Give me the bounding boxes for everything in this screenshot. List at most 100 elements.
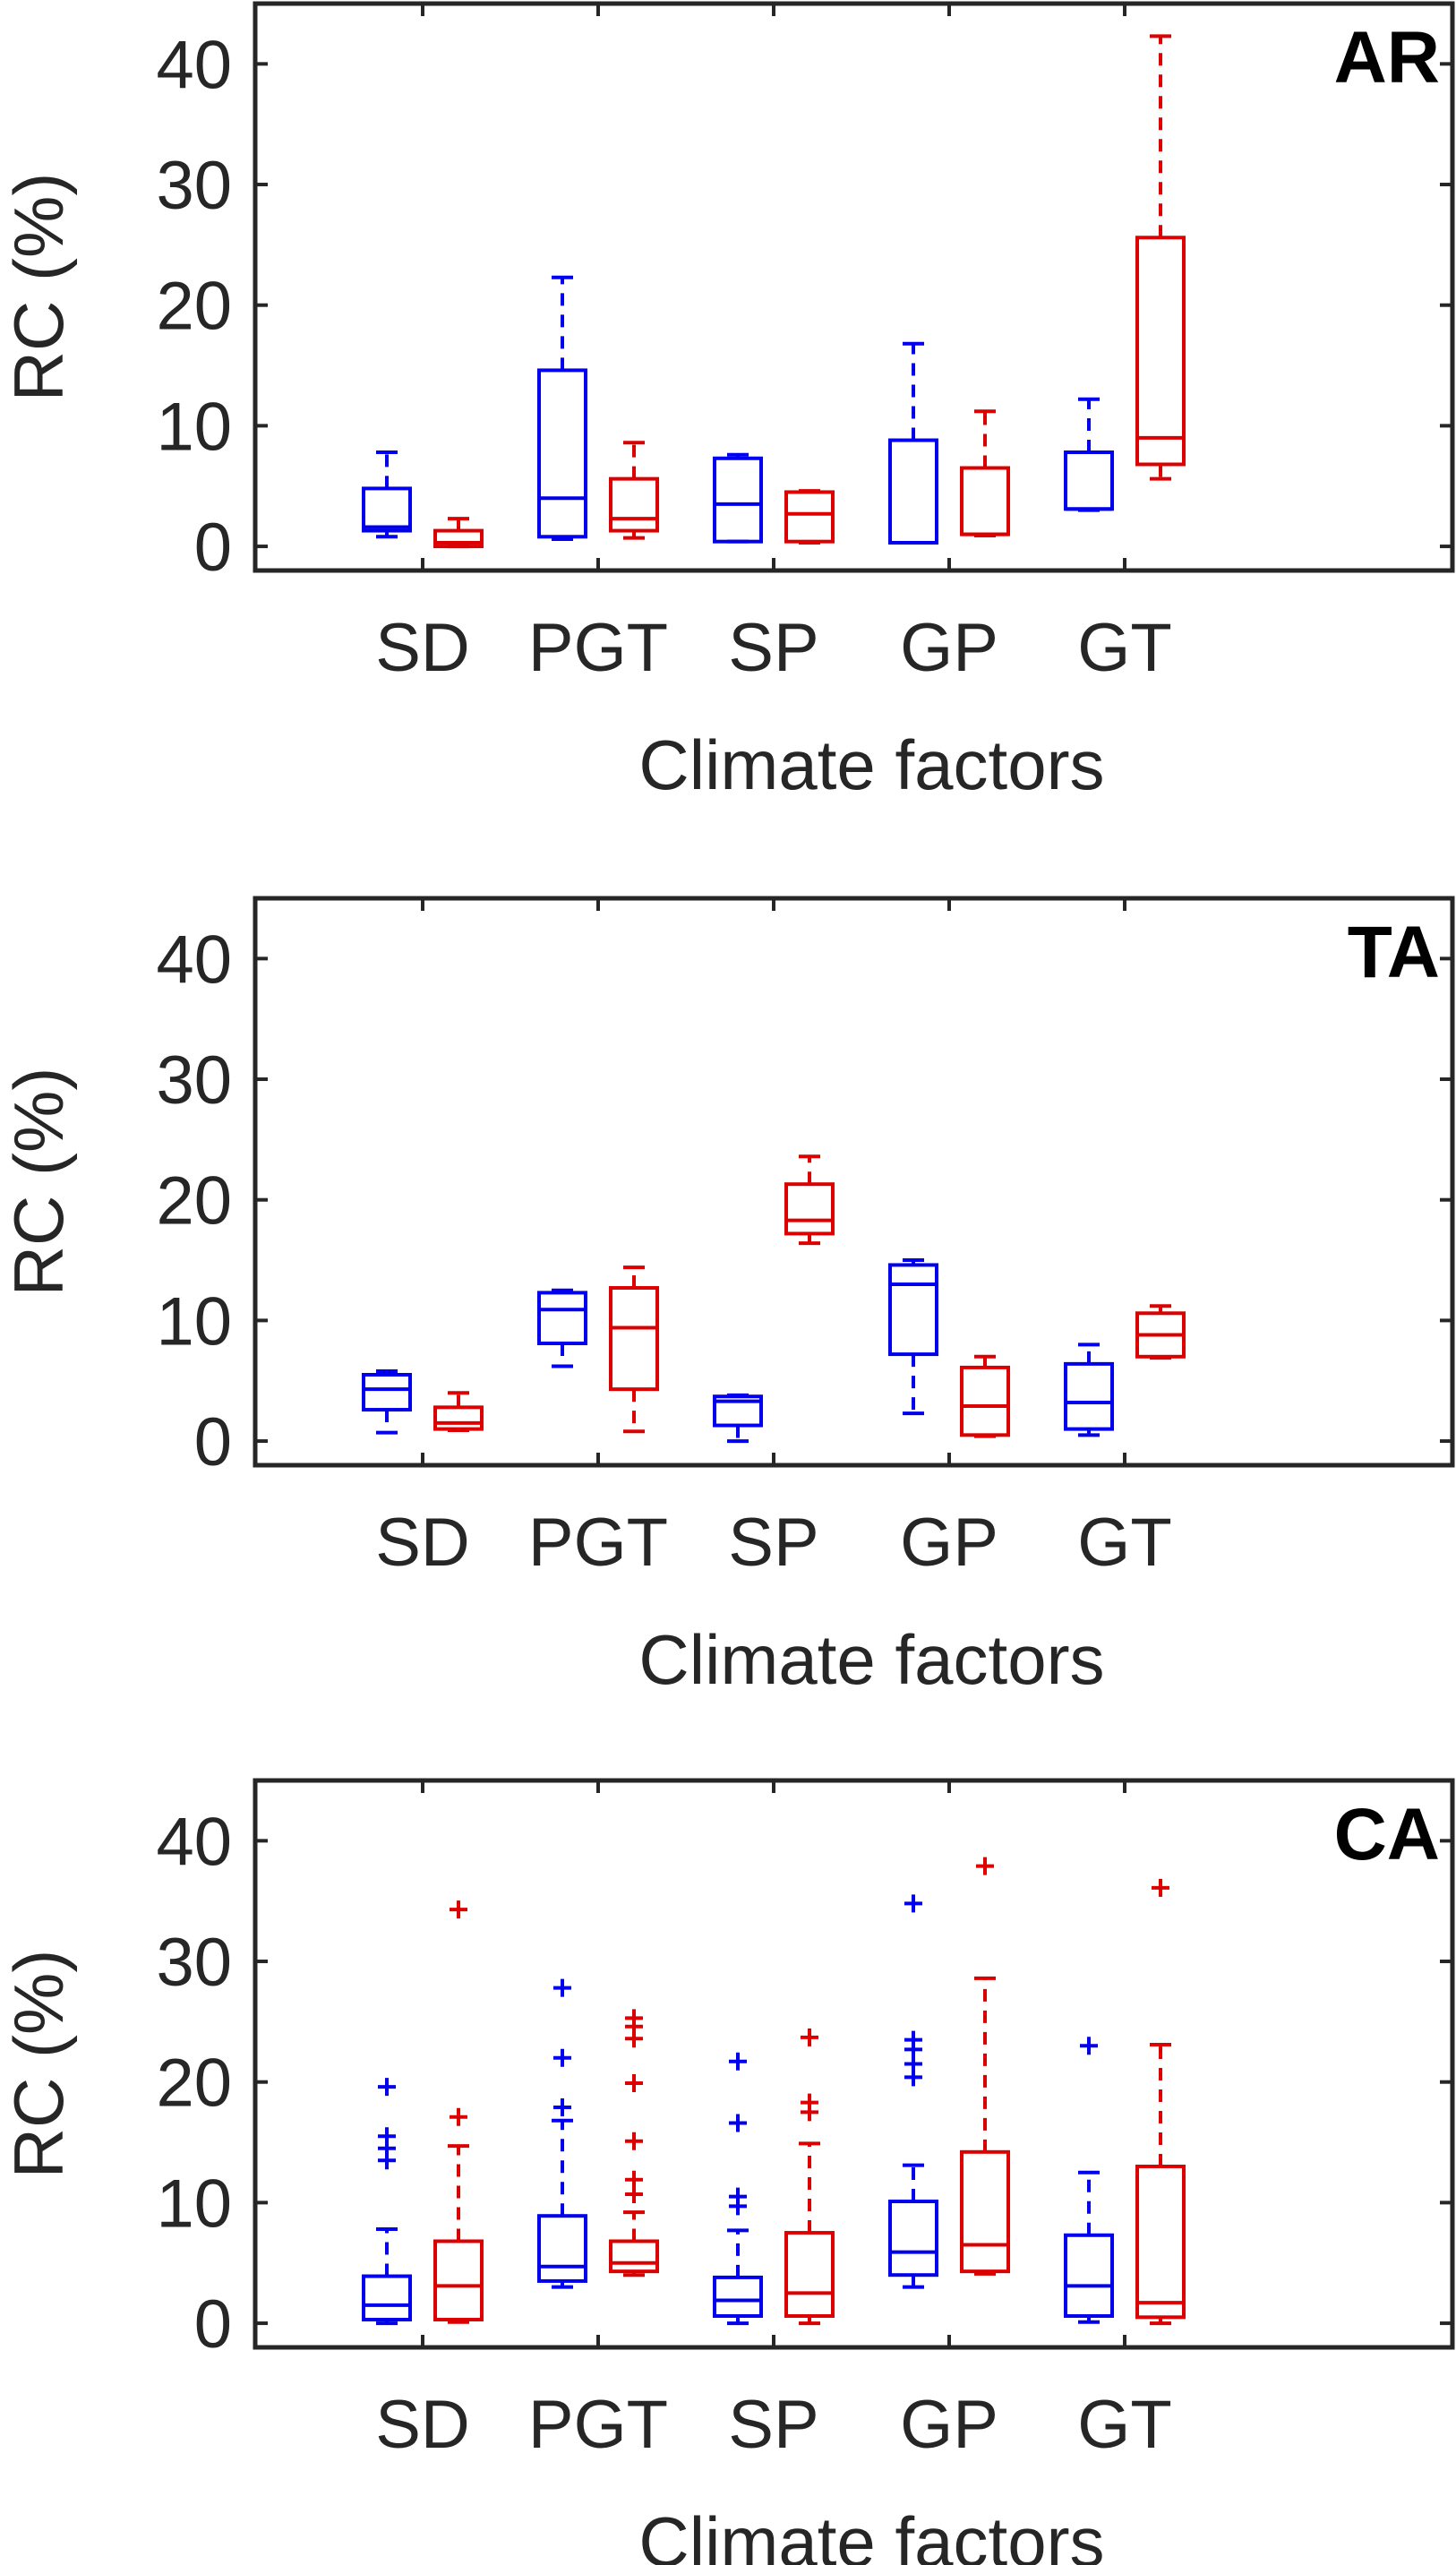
- x-tick-label: GT: [1077, 610, 1172, 686]
- box-red-sp: [784, 489, 835, 545]
- outlier-marker: [553, 2097, 571, 2116]
- outlier-marker: [904, 2030, 922, 2049]
- panel-label-ar: AR: [1334, 17, 1440, 99]
- box-red-gt: [1135, 1878, 1186, 2326]
- iqr-box: [713, 1394, 763, 1428]
- box-blue-gt: [1064, 2037, 1114, 2324]
- outlier-marker: [1152, 1878, 1169, 1897]
- panel-ca: CA RC (%) Climate factors 0 10 20 30 40 SD PGT…: [0, 1778, 1455, 2565]
- box-red-gp: [960, 1857, 1010, 2276]
- iqr-box: [362, 1372, 412, 1412]
- box-blue-pgt: [537, 1978, 587, 2289]
- iqr-box: [362, 486, 412, 533]
- y-tick-label: 30: [156, 1925, 232, 2001]
- x-tick-label: SP: [728, 2387, 818, 2463]
- box-red-sd: [433, 517, 484, 549]
- y-tick-label: 10: [156, 1283, 232, 1360]
- box-red-sd: [433, 1900, 484, 2324]
- outlier-marker: [1080, 2037, 1098, 2055]
- iqr-box: [888, 2200, 938, 2278]
- iqr-box: [433, 1405, 484, 1431]
- y-tick-label: 10: [156, 389, 232, 465]
- box-red-sd: [433, 1391, 484, 1432]
- panel-label-ca: CA: [1334, 1794, 1440, 1875]
- y-tick-label: 20: [156, 1163, 232, 1240]
- x-tick-label: GP: [900, 2387, 998, 2463]
- outlier-marker: [729, 2114, 747, 2132]
- x-tick-label: SP: [728, 1505, 818, 1581]
- box-red-pgt: [609, 1265, 659, 1434]
- outlier-marker: [801, 2093, 818, 2112]
- iqr-box: [960, 1365, 1010, 1437]
- y-tick-label: 30: [156, 1042, 232, 1119]
- outlier-marker: [729, 2187, 747, 2206]
- box-red-gt: [1135, 34, 1186, 481]
- outlier-marker: [553, 1978, 571, 1997]
- iqr-box: [609, 1286, 659, 1392]
- plot-area-ar: 0 10 20 30 40 SD PGT SP GP GT: [156, 1, 1455, 686]
- iqr-box: [1135, 236, 1186, 467]
- axes-box-ca: [253, 1778, 1455, 2350]
- x-tick-label: SD: [375, 2387, 470, 2463]
- iqr-box: [1064, 1361, 1114, 1431]
- x-tick-label: GT: [1077, 2387, 1172, 2463]
- x-tick-label: GT: [1077, 1505, 1172, 1581]
- plot-area-ta: 0 10 20 30 40 SD PGT SP GP GT: [156, 896, 1455, 1581]
- outlier-marker: [378, 2127, 396, 2146]
- y-tick-label: 40: [156, 1804, 232, 1880]
- box-red-pgt: [609, 2009, 659, 2278]
- panel-ta: TA RC (%) Climate factors 0 10 20 30 40 SD PGT…: [0, 896, 1455, 1699]
- x-tick-label: SP: [728, 610, 818, 686]
- box-red-gp: [960, 409, 1010, 537]
- iqr-box: [784, 1182, 835, 1236]
- outlier-marker: [625, 2074, 643, 2093]
- iqr-box: [888, 438, 938, 545]
- iqr-box: [784, 2231, 835, 2318]
- iqr-box: [537, 2214, 587, 2283]
- iqr-box: [433, 528, 484, 549]
- outlier-marker: [904, 1894, 922, 1913]
- iqr-box: [960, 2149, 1010, 2274]
- box-red-gp: [960, 1354, 1010, 1438]
- outlier-marker: [378, 2078, 396, 2097]
- panel-ar: AR RC (%) Climate factors 0 10 20 30 40 SD PGT…: [0, 1, 1455, 804]
- iqr-box: [1064, 450, 1114, 511]
- iqr-box: [1135, 2164, 1186, 2320]
- box-blue-sd: [362, 450, 412, 539]
- iqr-box: [537, 1291, 587, 1345]
- outlier-marker: [625, 2170, 643, 2189]
- outlier-marker: [450, 2107, 467, 2126]
- iqr-box: [888, 1263, 938, 1357]
- y-axis-label-ar: RC (%): [0, 173, 78, 402]
- iqr-box: [433, 2239, 484, 2322]
- y-tick-label: 40: [156, 27, 232, 103]
- x-tick-label: GP: [900, 1505, 998, 1581]
- outlier-marker: [976, 1857, 994, 1875]
- y-axis-label-ca: RC (%): [0, 1950, 78, 2179]
- x-tick-label: PGT: [528, 1505, 668, 1581]
- iqr-box: [713, 456, 763, 544]
- outlier-marker: [801, 2028, 818, 2046]
- box-blue-gt: [1064, 397, 1114, 512]
- box-blue-sd: [362, 2078, 412, 2326]
- box-blue-sp: [713, 1393, 763, 1444]
- y-tick-label: 10: [156, 2166, 232, 2242]
- x-axis-label-ta: Climate factors: [638, 1620, 1104, 1699]
- box-blue-sp: [713, 2052, 763, 2326]
- axes-box-ar: [253, 1, 1455, 573]
- iqr-box: [537, 368, 587, 539]
- outlier-marker: [450, 1900, 467, 1919]
- iqr-box: [784, 490, 835, 544]
- box-blue-gt: [1064, 1343, 1114, 1437]
- box-blue-sp: [713, 452, 763, 544]
- y-tick-label: 20: [156, 269, 232, 345]
- axes-box-ta: [253, 896, 1455, 1468]
- y-tick-label: 30: [156, 148, 232, 224]
- y-tick-label: 0: [194, 2286, 232, 2363]
- iqr-box: [362, 2274, 412, 2322]
- box-blue-gp: [888, 1258, 938, 1416]
- box-blue-gp: [888, 341, 938, 545]
- y-tick-label: 40: [156, 922, 232, 998]
- outlier-marker: [553, 2048, 571, 2067]
